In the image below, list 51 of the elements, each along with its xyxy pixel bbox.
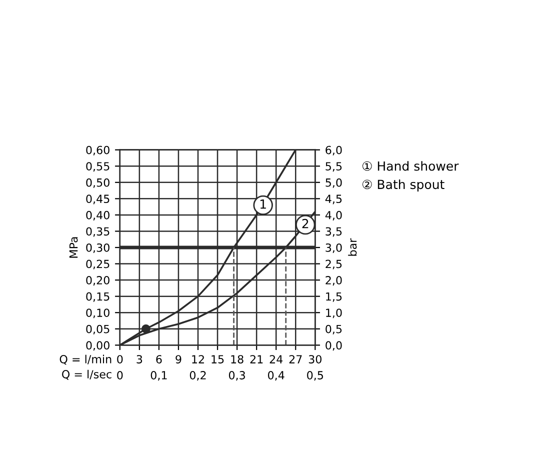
y2-tick-label: 5,5 — [326, 162, 342, 172]
x-tick-label: 30 — [308, 355, 322, 364]
annotation: 2 — [302, 218, 308, 228]
y-tick-label: 0,60 — [86, 146, 110, 156]
annotation: 1 — [260, 200, 266, 209]
x2-tick-label: 0 — [117, 371, 123, 380]
y2-tick-label: 1,5 — [326, 292, 342, 302]
y-tick-label: 0,30 — [86, 243, 110, 254]
y2-tick-label: 2,0 — [326, 276, 342, 286]
x-tick-label: 12 — [192, 355, 204, 364]
text: ② Bath spout — [362, 179, 444, 192]
y-tick-label: 0,00 — [86, 341, 110, 351]
y2-tick-label: 0,0 — [326, 341, 342, 351]
text: ① Hand shower — [362, 161, 459, 171]
x2-tick-label: 0,1 — [150, 371, 167, 381]
y-tick-label: 0,10 — [86, 308, 110, 318]
y2-tick-label: 2,5 — [326, 260, 342, 270]
y-tick-label: 0,05 — [86, 324, 110, 334]
y-tick-label: 0,15 — [86, 292, 110, 302]
x-tick-label: 27 — [289, 355, 302, 364]
x-tick-label: 15 — [212, 355, 224, 364]
x2-tick-label: 0,5 — [307, 371, 324, 381]
y-tick-label: 0,20 — [86, 276, 110, 286]
x2-tick-label: 0,3 — [228, 371, 245, 381]
y2-tick-label: 6,0 — [326, 146, 342, 156]
x2-axis-title: Q = l/sec — [62, 370, 112, 380]
y-tick-label: 0,55 — [86, 162, 110, 172]
y-tick-label: 0,45 — [86, 194, 110, 204]
x-tick-label: 21 — [250, 355, 263, 364]
x-tick-label: 24 — [270, 355, 283, 364]
x-tick-label: 18 — [231, 355, 244, 364]
y-tick-label: 0,40 — [86, 210, 110, 220]
x-tick-label: 0 — [117, 355, 123, 364]
x-tick-label: 3 — [136, 355, 142, 364]
y-tick-label: 0,50 — [86, 178, 110, 188]
y2-tick-label: 3,5 — [326, 227, 342, 237]
y2-axis-title: bar — [348, 238, 357, 256]
y2-tick-label: 5,0 — [326, 178, 342, 188]
x2-tick-label: 0,2 — [190, 371, 206, 381]
y2-tick-label: 4,5 — [325, 194, 342, 204]
y-tick-label: 0,35 — [86, 227, 110, 237]
y2-tick-label: 0,5 — [326, 324, 342, 334]
x-axis-title: Q = l/min — [60, 354, 112, 365]
y-axis-title: MPa — [69, 237, 78, 258]
y2-tick-label: 1,0 — [326, 308, 342, 318]
x-tick-label: 9 — [176, 355, 182, 364]
x-tick-label: 6 — [156, 355, 162, 364]
y2-tick-label: 3,0 — [326, 243, 342, 254]
y-tick-label: 0,25 — [86, 260, 110, 270]
x2-tick-label: 0,4 — [268, 371, 284, 381]
y2-tick-label: 4,0 — [325, 210, 342, 220]
